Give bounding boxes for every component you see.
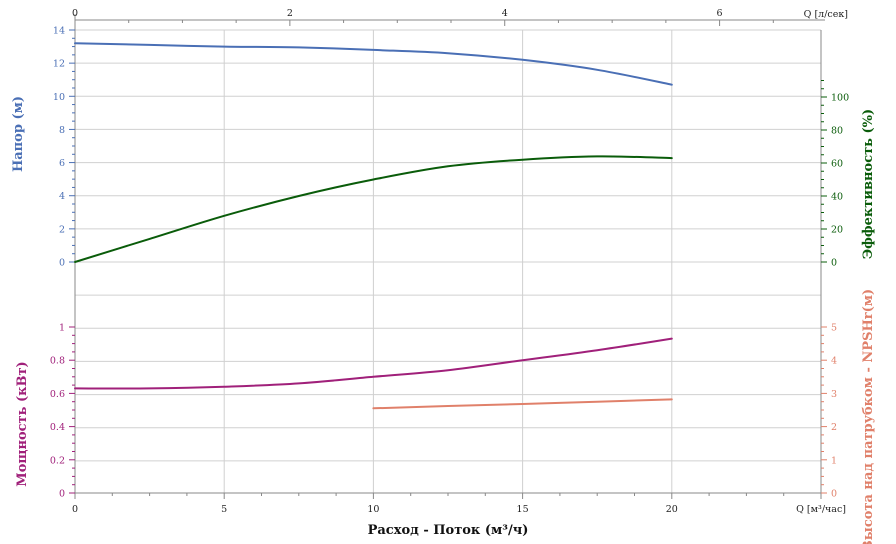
npsh-tick-label: 1 xyxy=(831,455,837,466)
npsh-tick-label: 0 xyxy=(831,489,837,500)
head-tick-label: 0 xyxy=(59,258,65,269)
head-tick-label: 4 xyxy=(59,191,65,202)
bottom-tick-label: 10 xyxy=(367,504,379,515)
npsh-curve xyxy=(372,398,673,410)
tick-labels: 0 5 10 15 200 2 4 60246810121402040608010000.20… xyxy=(50,8,849,515)
power-tick-label: 0.2 xyxy=(50,455,65,466)
power-tick-label: 1 xyxy=(59,323,65,334)
bottom-tick-label: 0 xyxy=(72,504,78,515)
bottom-x-unit-label: Q [м³/час] xyxy=(796,504,846,515)
efficiency-tick-label: 20 xyxy=(831,225,843,236)
efficiency-tick-label: 80 xyxy=(831,126,843,137)
efficiency-axis-title: Эффективность (%) xyxy=(861,109,876,259)
head-tick-label: 2 xyxy=(59,224,65,235)
bottom-tick-label: 5 xyxy=(221,504,227,515)
bottom-tick-label: 15 xyxy=(517,504,529,515)
top-tick-label: 0 xyxy=(72,8,78,19)
head-axis-title: Напор (м) xyxy=(11,96,26,172)
npsh-tick-label: 4 xyxy=(831,356,837,367)
efficiency-tick-label: 60 xyxy=(831,159,843,170)
npsh-axis-title: Высота над патрубком - NPSHr(м) xyxy=(861,289,876,544)
top-x-unit-label: Q [л/сек] xyxy=(804,9,848,20)
efficiency-tick-label: 40 xyxy=(831,192,843,203)
npsh-tick-label: 5 xyxy=(831,323,837,334)
efficiency-curve xyxy=(74,155,673,263)
bottom-tick-label: 20 xyxy=(666,504,678,515)
series-lines xyxy=(74,42,673,410)
efficiency-tick-label: 100 xyxy=(831,93,849,104)
power-tick-label: 0.6 xyxy=(50,389,65,400)
head-tick-label: 8 xyxy=(59,125,65,136)
power-tick-label: 0.4 xyxy=(50,422,65,433)
head-tick-label: 10 xyxy=(53,92,65,103)
head-tick-label: 12 xyxy=(53,59,65,70)
axes xyxy=(69,14,827,499)
power-curve xyxy=(74,337,673,390)
efficiency-tick-label: 0 xyxy=(831,258,837,269)
top-tick-label: 4 xyxy=(502,8,508,19)
power-axis-title: Мощность (кВт) xyxy=(15,361,30,486)
head-tick-label: 6 xyxy=(59,158,65,169)
npsh-tick-label: 3 xyxy=(831,389,837,400)
npsh-tick-label: 2 xyxy=(831,422,837,433)
power-tick-label: 0.8 xyxy=(50,356,65,367)
x-axis-title: Расход - Поток (м³/ч) xyxy=(368,523,529,538)
top-tick-label: 6 xyxy=(717,8,723,19)
power-tick-label: 0 xyxy=(59,489,65,500)
head-curve xyxy=(74,42,673,86)
head-tick-label: 14 xyxy=(53,26,65,37)
grid xyxy=(74,29,822,493)
top-tick-label: 2 xyxy=(287,8,293,19)
